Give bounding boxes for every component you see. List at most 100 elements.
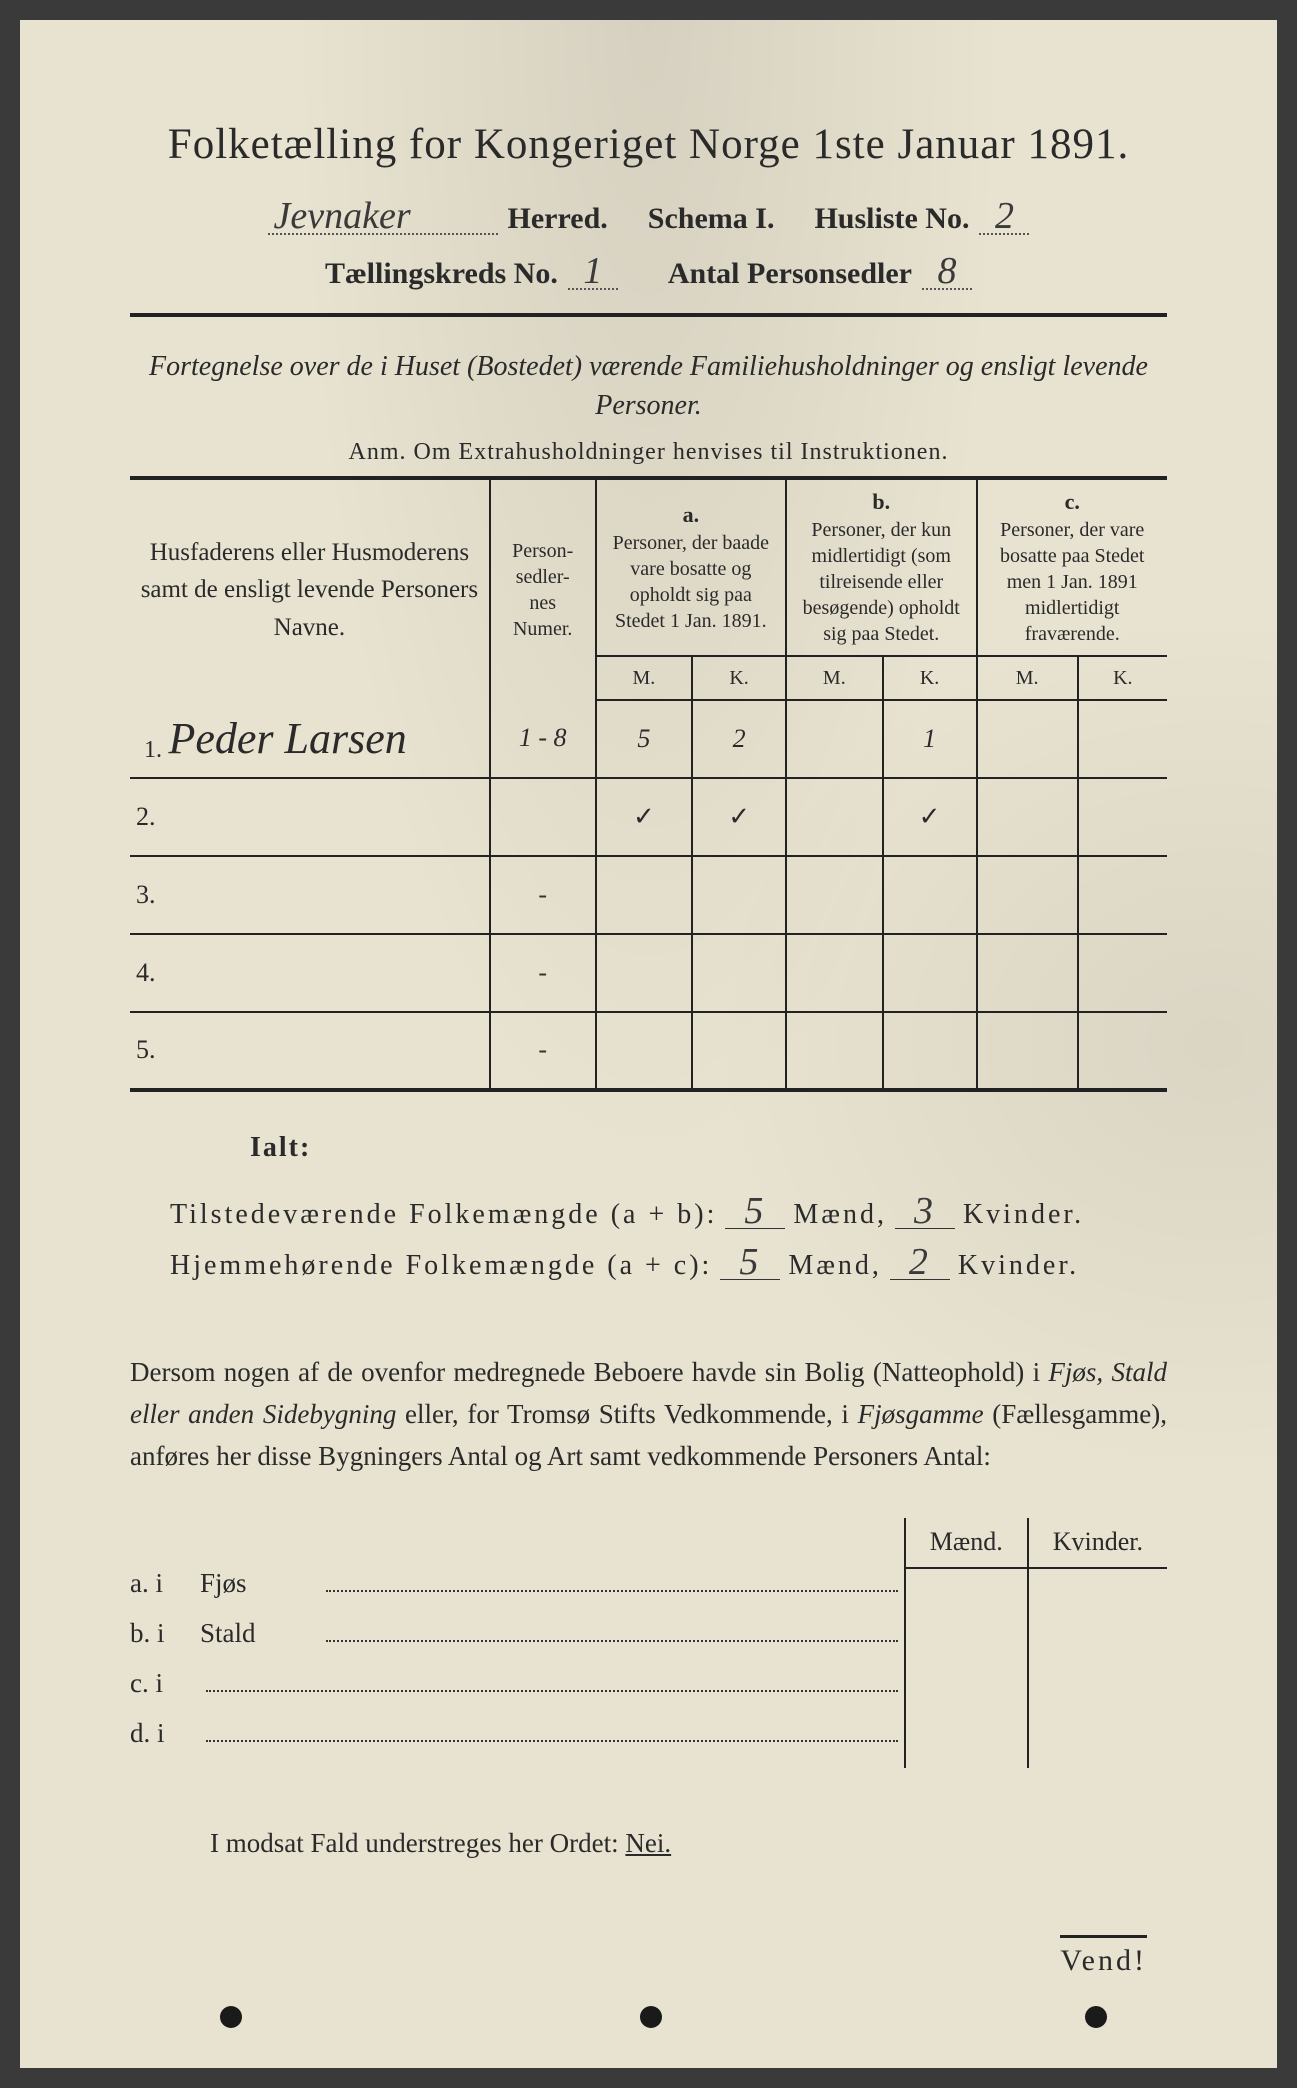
row-number: 3. — [130, 856, 490, 934]
a-k-cell — [692, 1012, 786, 1090]
bolig-kvinder-header: Kvinder. — [1028, 1518, 1167, 1568]
totals-resident-m: 5 — [720, 1245, 780, 1280]
b-k-cell: ✓ — [883, 778, 977, 856]
c-k-cell — [1078, 778, 1167, 856]
bolig-cell — [905, 1668, 1028, 1718]
numer-cell: - — [490, 934, 596, 1012]
nei-line: I modsat Fald understreges her Ordet: Ne… — [210, 1828, 1167, 1859]
bolig-lead: d. i — [130, 1718, 200, 1749]
col-c-header: c. Personer, der vare bosatte paa Stedet… — [977, 478, 1168, 656]
a-k-cell — [692, 856, 786, 934]
c-k-cell — [1078, 856, 1167, 934]
annotation-note: Anm. Om Extrahusholdninger henvises til … — [130, 439, 1167, 466]
bolig-row: d. i — [130, 1718, 904, 1768]
husliste-label: Husliste No. — [814, 202, 969, 236]
bolig-row: a. i Fjøs — [130, 1568, 904, 1618]
bolig-table: Mænd. Kvinder. — [904, 1518, 1167, 1768]
a-k-cell: ✓ — [692, 778, 786, 856]
col-c-text: Personer, der vare bosatte paa Stedet me… — [984, 517, 1162, 647]
bolig-cell — [1028, 1668, 1167, 1718]
ialt-label: Ialt: — [250, 1132, 1167, 1164]
numer-cell: 1 - 8 — [490, 700, 596, 778]
col-numer-header: Person- sedler- nes Numer. — [490, 478, 596, 700]
bolig-cell — [1028, 1718, 1167, 1768]
col-a-letter: a. — [603, 501, 779, 530]
header-row-2: Tællingskreds No. 1 Antal Personsedler 8 — [130, 254, 1167, 291]
b-m-cell — [786, 934, 883, 1012]
c-m-cell — [977, 778, 1078, 856]
bolig-row: b. i Stald — [130, 1618, 904, 1668]
dotted-line — [206, 1690, 898, 1692]
col-b-header: b. Personer, der kun midlertidigt (som t… — [786, 478, 976, 656]
kvinder-label: Kvinder. — [958, 1250, 1079, 1282]
b-k-cell — [883, 934, 977, 1012]
numer-cell — [490, 778, 596, 856]
page-title: Folketælling for Kongeriget Norge 1ste J… — [130, 120, 1167, 169]
col-b-k: K. — [883, 656, 977, 700]
kvinder-label: Kvinder. — [963, 1199, 1084, 1231]
kreds-value: 1 — [568, 254, 618, 290]
dotted-line — [326, 1590, 898, 1592]
c-k-cell — [1078, 1012, 1167, 1090]
col-b-m: M. — [786, 656, 883, 700]
row-number: 2. — [130, 778, 490, 856]
para-italic-2: Fjøsgamme — [858, 1399, 984, 1429]
a-k-cell — [692, 934, 786, 1012]
divider — [130, 313, 1167, 317]
vend-label: Vend! — [1060, 1935, 1147, 1978]
b-m-cell — [786, 700, 883, 778]
bolig-cell — [905, 1568, 1028, 1618]
bolig-row: c. i — [130, 1668, 904, 1718]
col-c-m: M. — [977, 656, 1078, 700]
table-row: 1. Peder Larsen 1 - 8 5 2 1 — [130, 700, 1167, 778]
col-a-m: M. — [596, 656, 693, 700]
table-row: 2. ✓ ✓ ✓ — [130, 778, 1167, 856]
col-a-header: a. Personer, der baade vare bosatte og o… — [596, 478, 786, 656]
a-m-cell: ✓ — [596, 778, 693, 856]
c-m-cell — [977, 700, 1078, 778]
bolig-rows: a. i Fjøs b. i Stald c. i d. i — [130, 1518, 904, 1768]
numer-cell: - — [490, 1012, 596, 1090]
bolig-maend-header: Mænd. — [905, 1518, 1028, 1568]
c-k-cell — [1078, 934, 1167, 1012]
totals-resident-label: Hjemmehørende Folkemængde (a + c): — [170, 1250, 712, 1282]
bolig-lead: b. i — [130, 1618, 200, 1649]
totals-present: Tilstedeværende Folkemængde (a + b): 5 M… — [170, 1194, 1167, 1231]
col-b-text: Personer, der kun midlertidigt (som tilr… — [793, 517, 969, 647]
col-c-letter: c. — [984, 488, 1162, 517]
para-text-2: eller, for Tromsø Stifts Vedkommende, i — [396, 1399, 857, 1429]
maend-label: Mænd, — [793, 1199, 887, 1231]
b-k-cell: 1 — [883, 700, 977, 778]
bolig-cell — [905, 1618, 1028, 1668]
para-text-1: Dersom nogen af de ovenfor medregnede Be… — [130, 1357, 1048, 1387]
c-m-cell — [977, 1012, 1078, 1090]
a-m-cell: 5 — [596, 700, 693, 778]
bolig-lead: c. i — [130, 1668, 200, 1699]
bolig-paragraph: Dersom nogen af de ovenfor medregnede Be… — [130, 1352, 1167, 1478]
a-k-cell: 2 — [692, 700, 786, 778]
table-row: 4. - — [130, 934, 1167, 1012]
c-m-cell — [977, 856, 1078, 934]
col-a-text: Personer, der baade vare bosatte og opho… — [603, 530, 779, 634]
bolig-block: a. i Fjøs b. i Stald c. i d. i Mænd. K — [130, 1518, 1167, 1768]
bolig-lead: a. i — [130, 1568, 200, 1599]
husliste-value: 2 — [979, 199, 1029, 235]
c-m-cell — [977, 934, 1078, 1012]
punch-hole-icon — [1085, 2006, 1107, 2028]
schema-label: Schema I. — [648, 202, 775, 236]
totals-resident-k: 2 — [890, 1245, 950, 1280]
antal-value: 8 — [922, 254, 972, 290]
col-b-letter: b. — [793, 488, 969, 517]
totals-present-k: 3 — [895, 1194, 955, 1229]
col-c-k: K. — [1078, 656, 1167, 700]
a-m-cell — [596, 934, 693, 1012]
household-table: Husfaderens eller Husmoderens samt de en… — [130, 476, 1167, 1092]
b-m-cell — [786, 1012, 883, 1090]
numer-cell: - — [490, 856, 596, 934]
row-number: 5. — [130, 1012, 490, 1090]
dotted-line — [326, 1640, 898, 1642]
nei-word: Nei. — [625, 1828, 671, 1858]
bolig-label: Stald — [200, 1618, 320, 1649]
herred-value: Jevnaker — [268, 199, 498, 235]
subtitle: Fortegnelse over de i Huset (Bostedet) v… — [130, 347, 1167, 425]
